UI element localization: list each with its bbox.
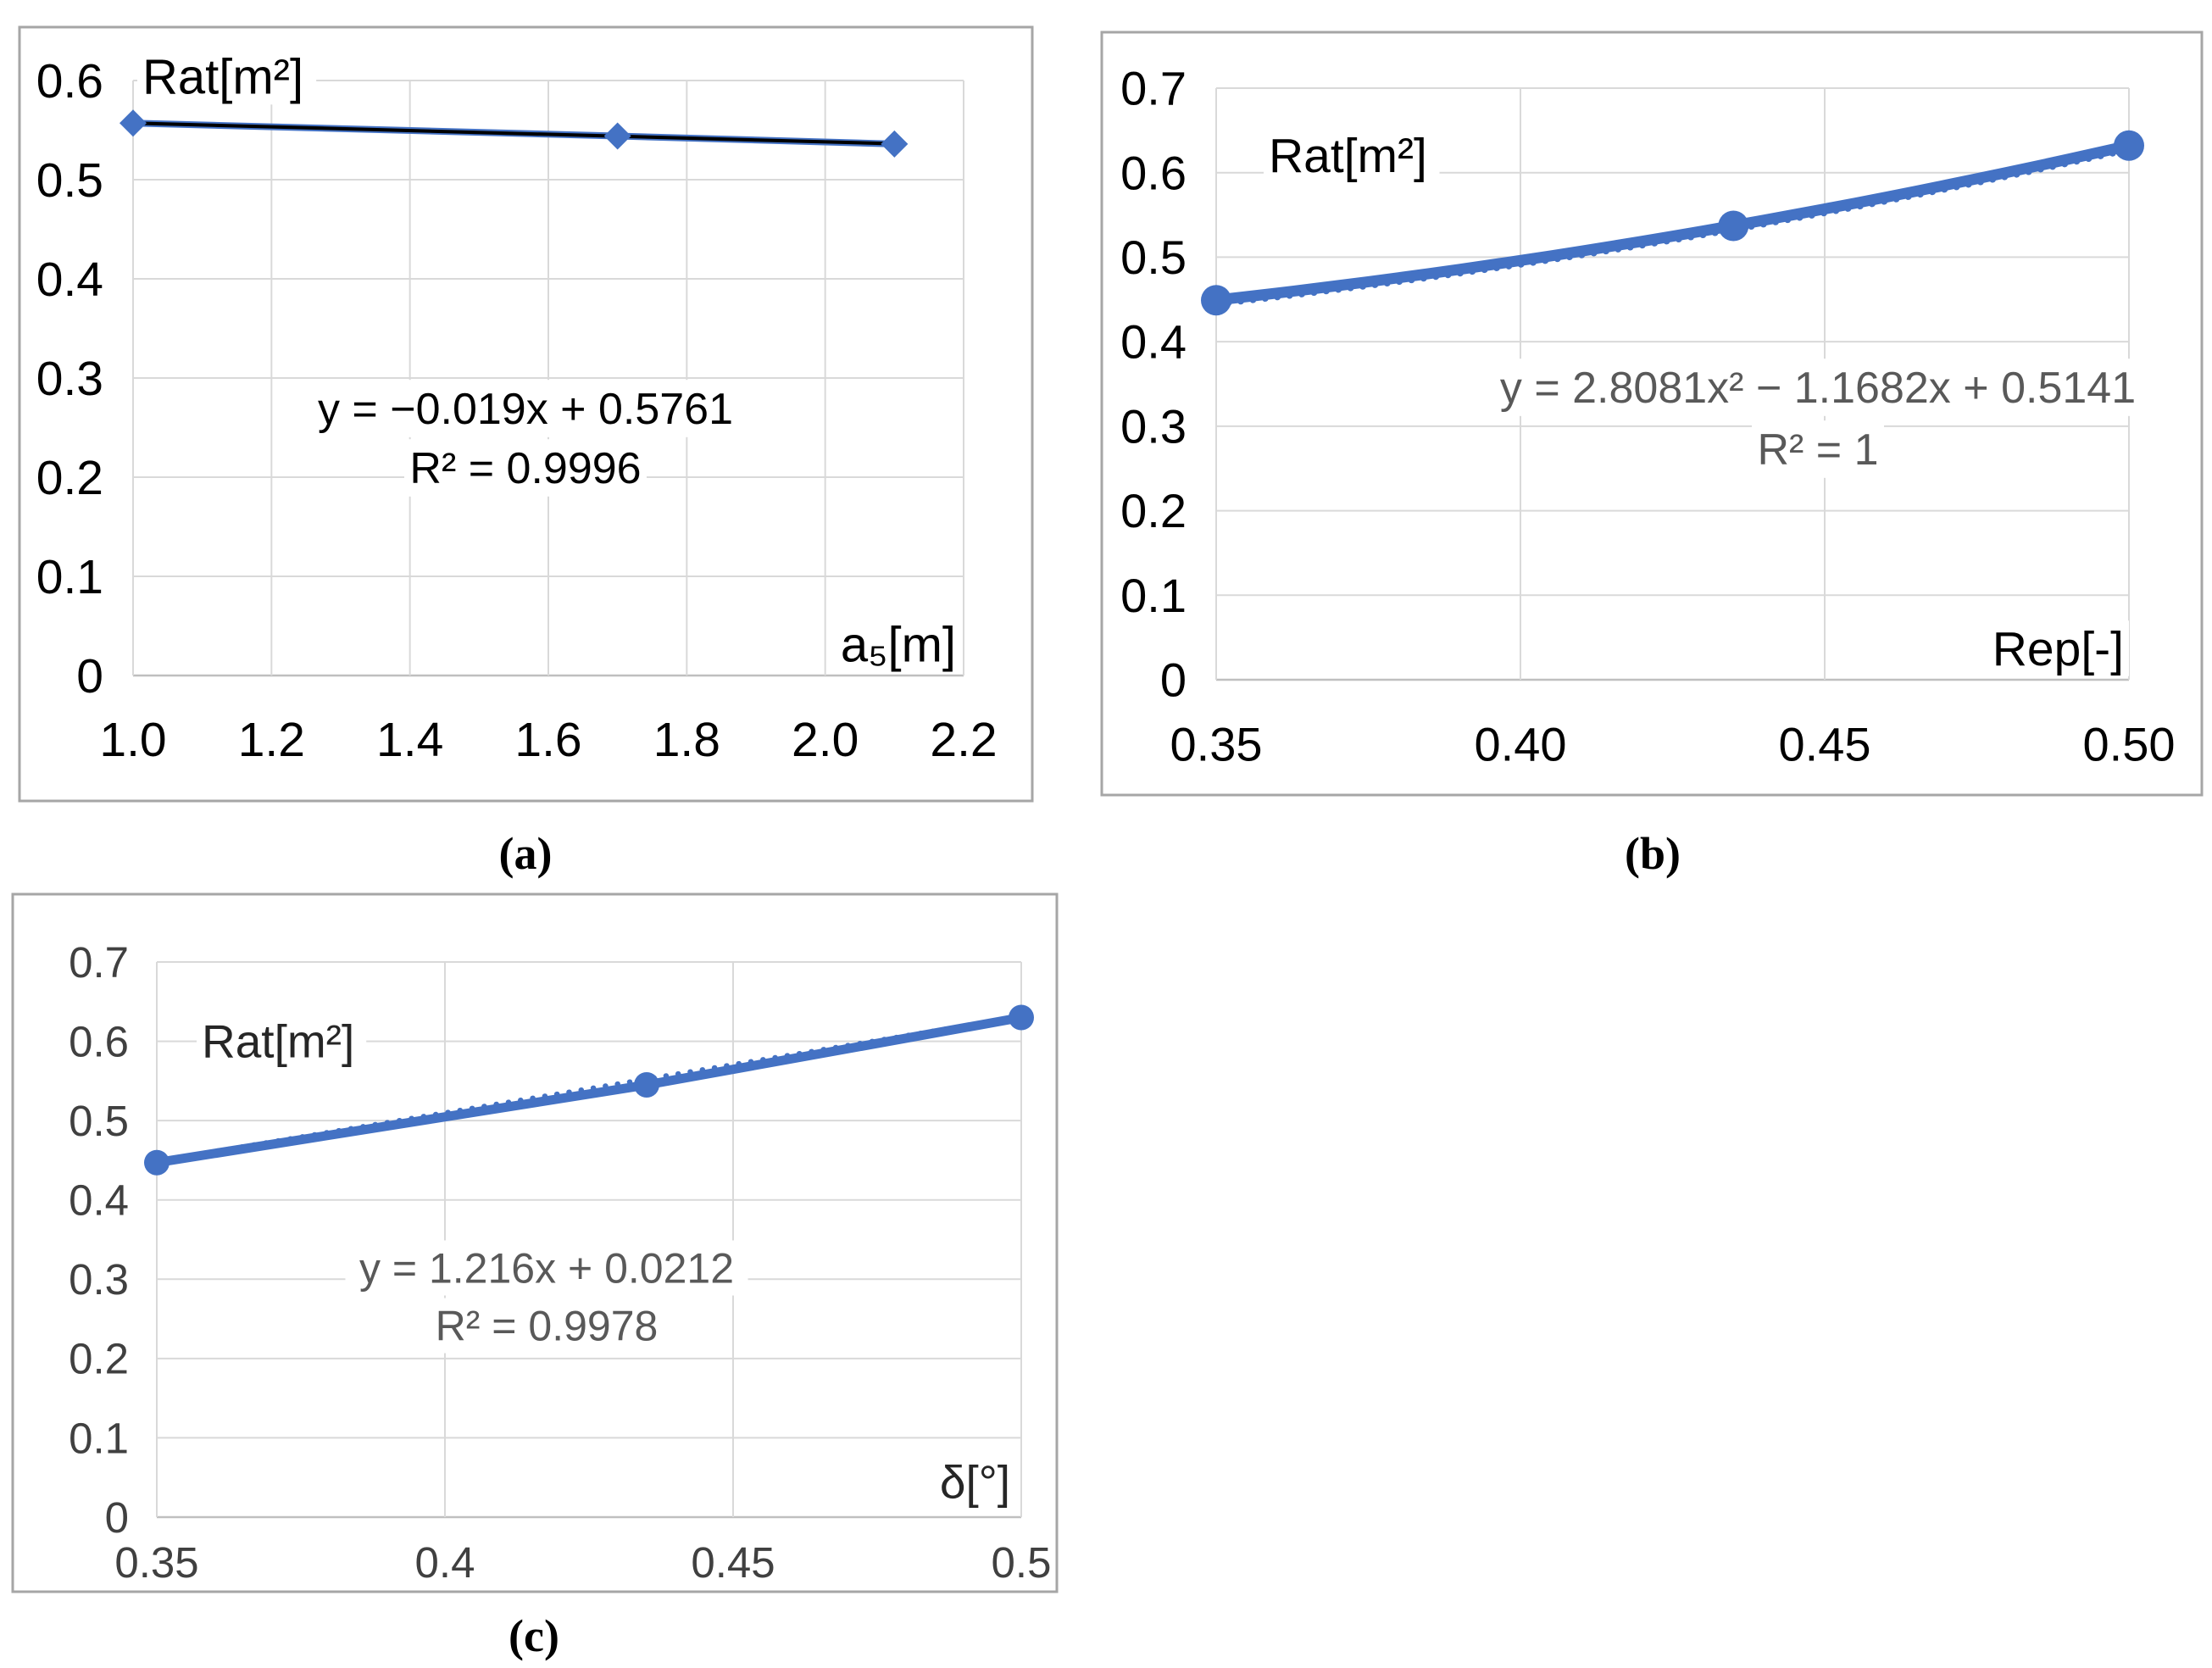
chart-c-trend-r2: R² = 0.9978 xyxy=(436,1303,659,1350)
chart-b-ytick-label: 0.5 xyxy=(1120,231,1187,284)
chart-c-x-axis-title-bg xyxy=(918,1454,1015,1509)
chart-c-data-point-marker xyxy=(1009,1004,1034,1031)
chart-c-xtick-label: 0.35 xyxy=(114,1538,198,1587)
chart-a-xtick-label: 1.0 xyxy=(99,713,166,767)
chart-b-trend-equation: y = 2.8081x² − 1.1682x + 0.5141 xyxy=(1500,364,2136,413)
chart-b-series-line xyxy=(1210,140,2135,306)
chart-c-trend-equation-bg xyxy=(345,1240,748,1296)
chart-b-xtick-label: 0.40 xyxy=(1475,718,1567,771)
chart-a-ytick-label: 0 xyxy=(76,649,103,703)
chart-b-trend-r2: R² = 1 xyxy=(1757,425,1878,475)
chart-a-xtick-label: 1.6 xyxy=(514,713,581,767)
chart-b-data-point-marker xyxy=(2114,130,2144,161)
chart-b-ytick-label: 0.7 xyxy=(1120,62,1187,115)
chart-a-data-point-marker xyxy=(881,130,909,158)
chart-c-xtick-label: 0.5 xyxy=(992,1538,1052,1587)
chart-b-x-axis-title: Rep[-] xyxy=(1992,622,2124,676)
chart-c-data-point-marker xyxy=(634,1072,659,1098)
chart-b-xtick-label: 0.50 xyxy=(2083,718,2176,771)
chart-a-xtick-label: 1.4 xyxy=(376,713,443,767)
chart-a-trend-r2: R² = 0.9996 xyxy=(409,444,641,493)
chart-a-data-point-marker xyxy=(119,109,147,137)
chart-c-ytick-label: 0.7 xyxy=(69,938,129,987)
chart-a-x-axis-title-bg xyxy=(833,615,961,673)
chart-b-x-axis-title-bg xyxy=(1978,620,2129,676)
chart-c-x-axis-title: δ[°] xyxy=(940,1455,1010,1508)
chart-c-ytick-label: 0.4 xyxy=(69,1176,129,1225)
chart-a-xtick-label: 2.2 xyxy=(930,713,997,767)
chart-b-data-point-marker xyxy=(1201,285,1231,316)
chart-a-xtick-label: 1.2 xyxy=(238,713,305,767)
chart-a-y-axis-title: Rat[m²] xyxy=(142,49,303,104)
chart-a-data-point-marker xyxy=(603,122,631,150)
chart-c-trend-r2-bg xyxy=(430,1298,664,1354)
caption-c: (c) xyxy=(509,1610,559,1661)
chart-b-trend-r2-bg xyxy=(1752,420,1884,478)
chart-b-y-axis-title-bg xyxy=(1264,127,1440,183)
chart-b-ytick-label: 0.6 xyxy=(1120,146,1187,199)
chart-a-trend-equation-bg xyxy=(305,380,746,437)
chart-b-xtick-label: 0.45 xyxy=(1779,718,1871,771)
chart-a-trendline xyxy=(131,121,897,146)
chart-b-ytick-label: 0.4 xyxy=(1120,315,1187,369)
chart-c-xtick-label: 0.4 xyxy=(415,1538,475,1587)
chart-c-data-point-marker xyxy=(144,1149,170,1176)
chart-c-ytick-label: 0 xyxy=(105,1493,129,1542)
chart-a-ytick-label: 0.5 xyxy=(36,153,103,208)
chart-c-ytick-label: 0.5 xyxy=(69,1097,129,1145)
chart-c-ytick-label: 0.1 xyxy=(69,1414,129,1462)
chart-b-ytick-label: 0.1 xyxy=(1120,569,1187,622)
chart-a-y-axis-title-bg xyxy=(137,47,317,105)
chart-c-ytick-label: 0.6 xyxy=(69,1017,129,1065)
chart-b-data-point-marker xyxy=(1718,210,1749,242)
chart-c-ytick-label: 0.2 xyxy=(69,1335,129,1383)
chart-a-ytick-label: 0.3 xyxy=(36,352,103,406)
chart-a-ytick-label: 0.1 xyxy=(36,550,103,604)
chart-a-xtick-label: 1.8 xyxy=(653,713,720,767)
chart-a-trend-equation: y = −0.019x + 0.5761 xyxy=(318,385,733,434)
chart-c-y-axis-title: Rat[m²] xyxy=(202,1015,354,1067)
chart-b-trend-equation-bg xyxy=(1476,359,2159,416)
caption-b: (b) xyxy=(1625,828,1681,879)
chart-b-ytick-label: 0 xyxy=(1160,653,1187,707)
chart-c-y-axis-title-bg xyxy=(197,1014,367,1068)
chart-b-y-axis-title: Rat[m²] xyxy=(1269,129,1427,183)
chart-a-xtick-label: 2.0 xyxy=(792,713,859,767)
chart-a-ytick-label: 0.2 xyxy=(36,451,103,505)
chart-a-trend-r2-bg xyxy=(404,439,647,497)
chart-c-xtick-label: 0.45 xyxy=(691,1538,775,1587)
chart-a-ytick-label: 0.6 xyxy=(36,54,103,108)
chart-b-ytick-label: 0.3 xyxy=(1120,399,1187,453)
chart-c-ytick-label: 0.3 xyxy=(69,1255,129,1304)
chart-a-ytick-label: 0.4 xyxy=(36,253,103,307)
chart-a-x-axis-title: a₅[m] xyxy=(841,617,956,672)
caption-a: (a) xyxy=(498,828,553,879)
chart-b-ytick-label: 0.2 xyxy=(1120,484,1187,537)
chart-b-xtick-label: 0.35 xyxy=(1170,718,1263,771)
chart-c-trendline xyxy=(154,1014,1024,1164)
chart-c-trend-equation: y = 1.216x + 0.0212 xyxy=(359,1245,734,1293)
